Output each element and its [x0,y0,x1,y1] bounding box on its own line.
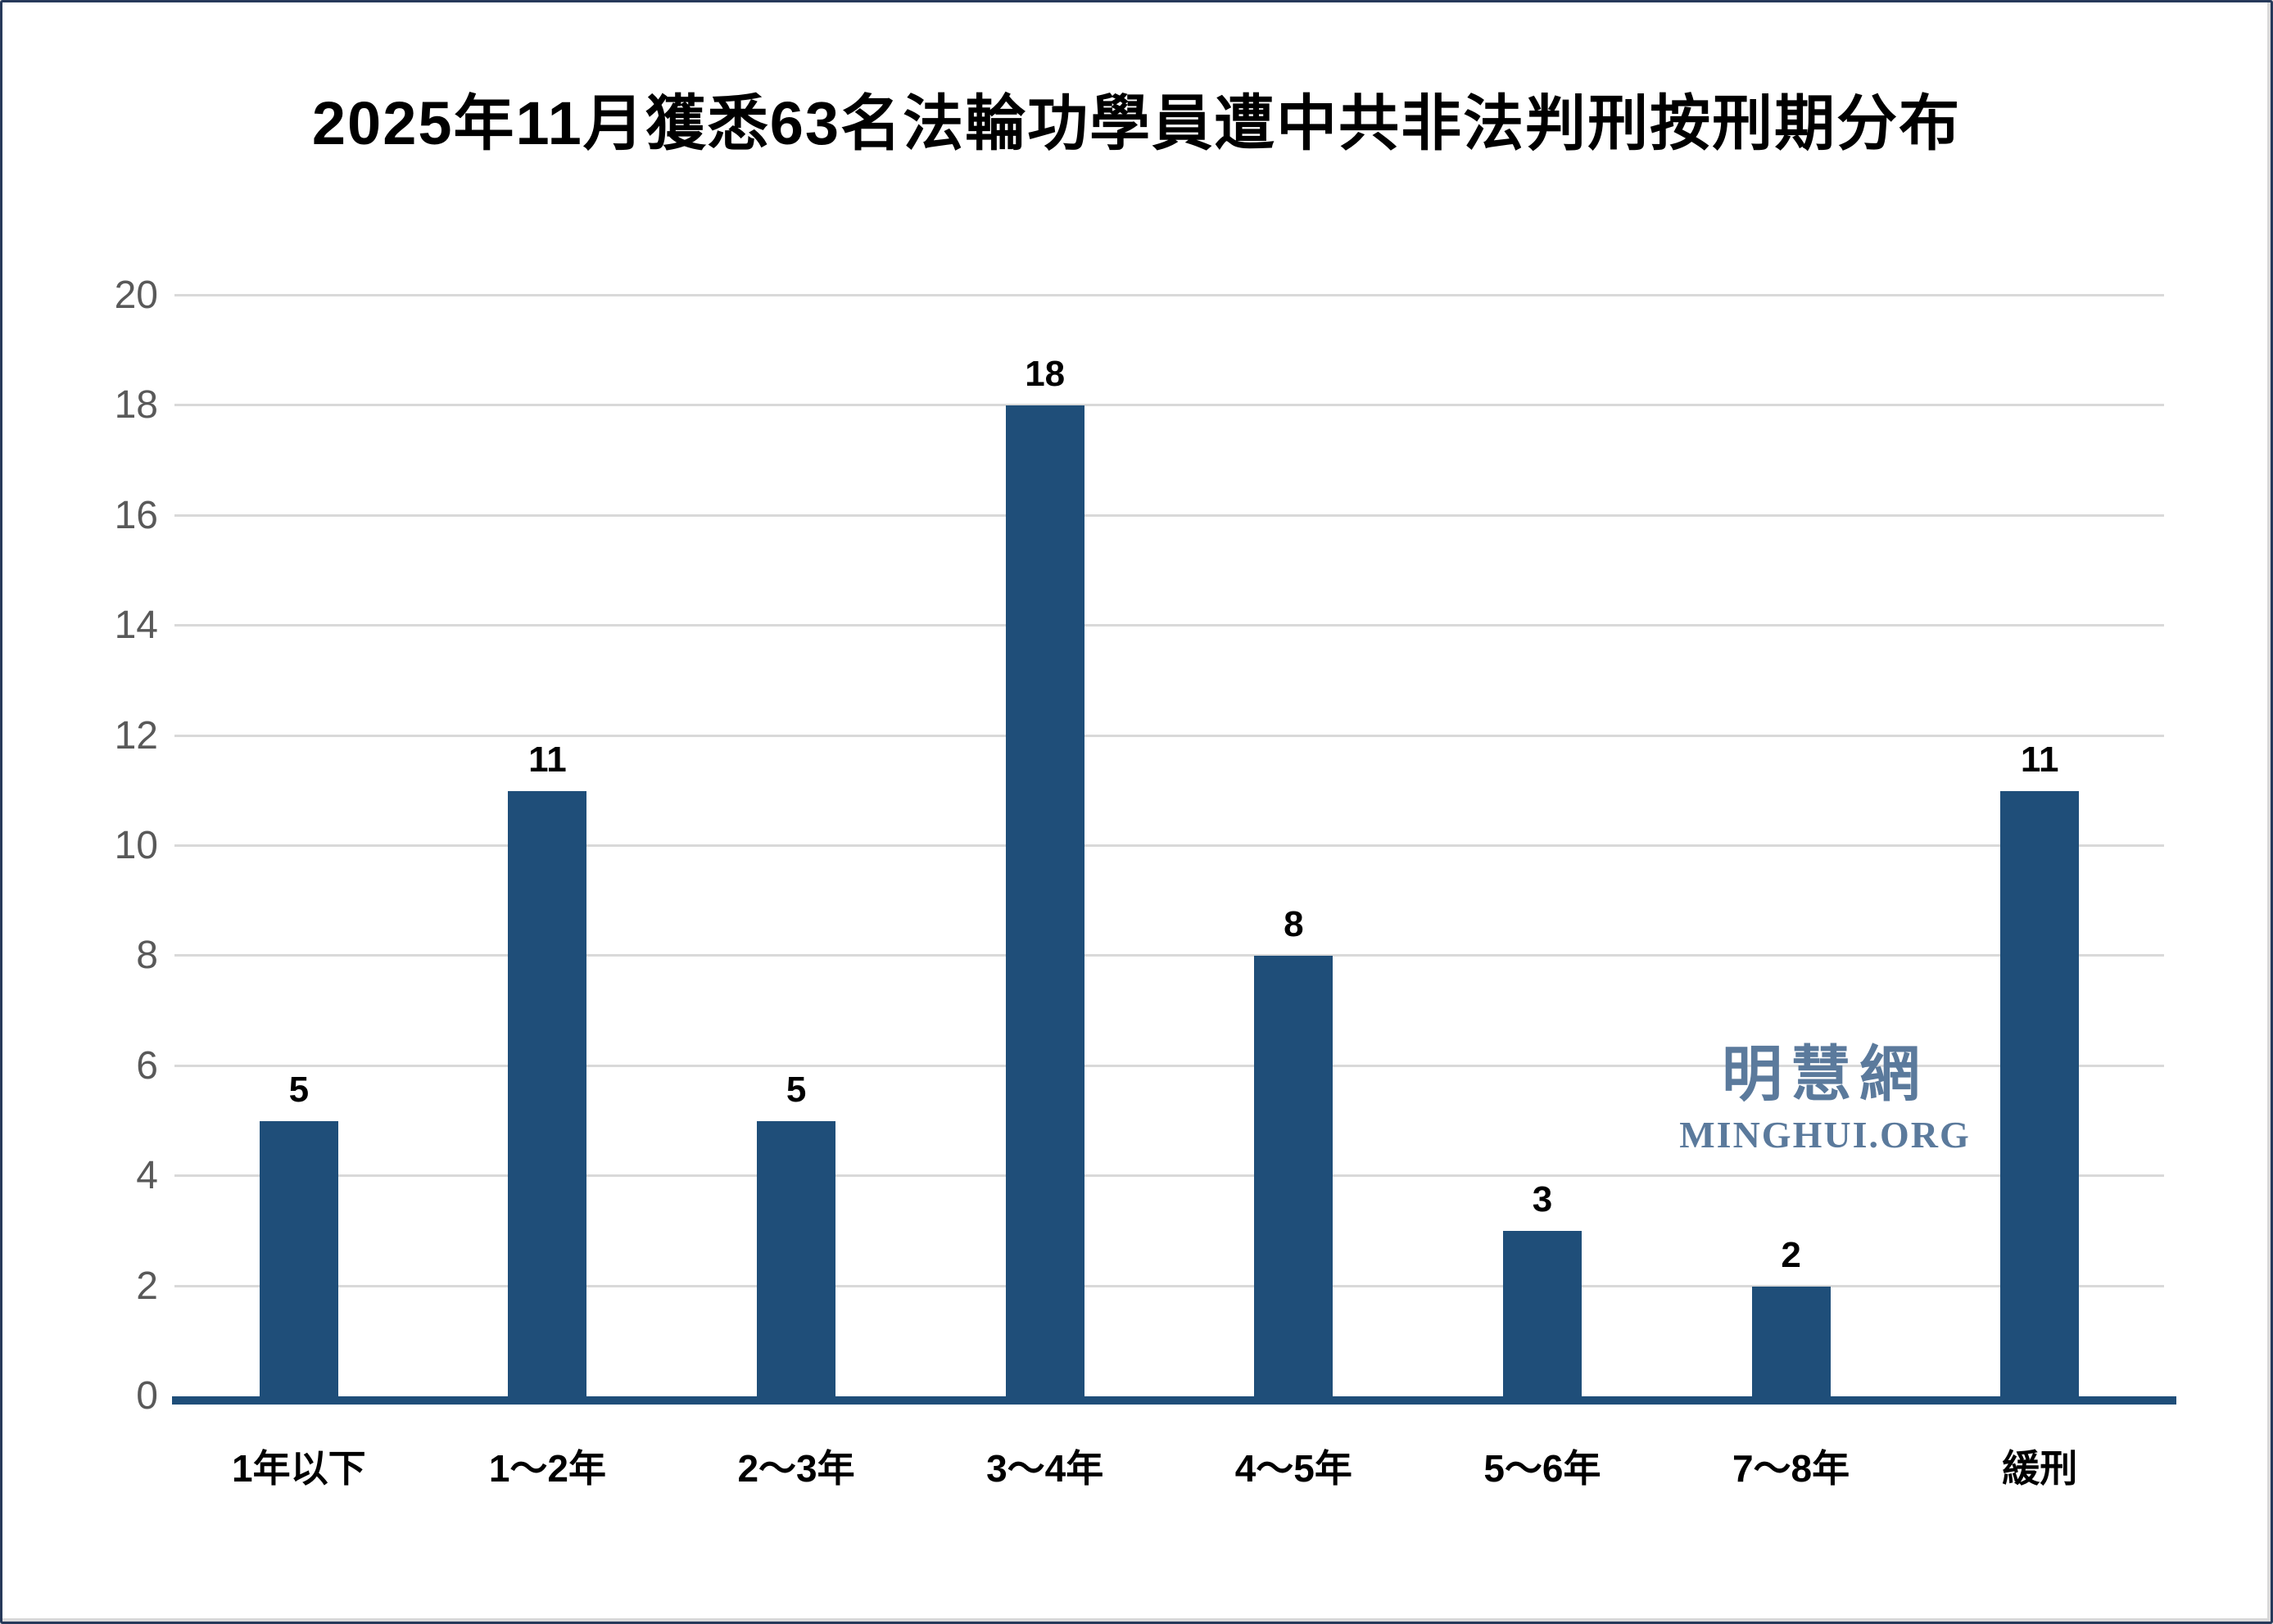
chart-title: 2025年11月獲悉63名法輪功學員遭中共非法判刑按刑期分布 [311,89,1962,157]
y-tick-label: 2 [136,1264,158,1308]
x-tick-label: 2～3年 [737,1447,855,1490]
y-tick-label: 8 [136,934,158,978]
y-axis: 0 2 4 6 8 10 12 14 16 18 20 [52,276,158,1416]
y-tick-label: 0 [136,1374,158,1418]
gridline [174,404,2164,407]
bar [2000,790,2080,1396]
bar-value-label: 3 [1532,1179,1553,1220]
x-tick-label: 3～4年 [986,1447,1104,1490]
bar-value-label: 11 [2020,739,2059,780]
x-tick-label: 1～2年 [488,1447,607,1490]
bar-column: 18 3～4年 [921,296,1170,1490]
bar-column: 5 2～3年 [672,296,921,1491]
y-tick-label: 12 [114,713,158,758]
y-tick-label: 14 [114,604,158,648]
bar-value-label: 8 [1284,904,1304,945]
bar [259,1121,338,1396]
gridline [174,1064,2164,1067]
x-tick-label: 7～8年 [1732,1447,1850,1490]
bar-column: 11 緩刑 [1915,296,2164,1490]
bar-column: 2 7～8年 [1667,296,1916,1490]
bar [1502,1231,1582,1396]
y-tick-label: 6 [136,1043,158,1088]
gridline [174,954,2164,957]
bar [1005,405,1084,1396]
bar-column: 8 4～5年 [1170,296,1419,1490]
bar-value-label: 5 [786,1070,807,1110]
gridline [174,844,2164,847]
bar-value-label: 18 [1025,354,1066,395]
bar [508,790,587,1396]
bars-layer: 5 1年以下 11 1～2年 5 2～3年 18 3～4年 8 4～5年 3 5～6年 2 7～8年 11 緩… [174,296,2164,1491]
watermark-cjk-text: 明慧網 [1722,1040,1928,1108]
gridline [174,624,2164,627]
watermark-latin-text: MINGHUI.ORG [1679,1114,1971,1156]
plot-area: 5 1年以下 11 1～2年 5 2～3年 18 3～4年 8 4～5年 3 5～6年 2 7～8年 11 緩… [172,294,2176,1491]
x-tick-label: 緩刑 [2002,1447,2078,1490]
bar-column: 3 5～6年 [1418,296,1667,1490]
bar [1751,1286,1831,1396]
x-axis-baseline [172,1396,2176,1405]
watermark: 明慧網 MINGHUI.ORG [1673,1044,1976,1154]
gridline [174,513,2164,517]
bar-value-label: 11 [528,739,567,780]
bar-column: 5 1年以下 [174,296,423,1491]
bar-value-label: 5 [288,1070,310,1110]
bar-column: 11 1～2年 [423,296,672,1490]
x-tick-label: 5～6年 [1483,1447,1601,1490]
y-tick-label: 18 [114,383,158,427]
bar [757,1121,836,1396]
gridline [174,294,2164,296]
gridline [174,734,2164,737]
bar-value-label: 2 [1781,1234,1801,1275]
x-tick-label: 1年以下 [232,1447,366,1490]
gridline [174,1284,2164,1287]
bar [1254,956,1333,1396]
y-tick-label: 20 [114,274,158,317]
x-tick-label: 4～5年 [1234,1447,1352,1490]
gridline [174,1174,2164,1178]
y-tick-label: 16 [114,493,158,537]
y-tick-label: 10 [114,824,158,867]
y-tick-label: 4 [136,1154,158,1198]
